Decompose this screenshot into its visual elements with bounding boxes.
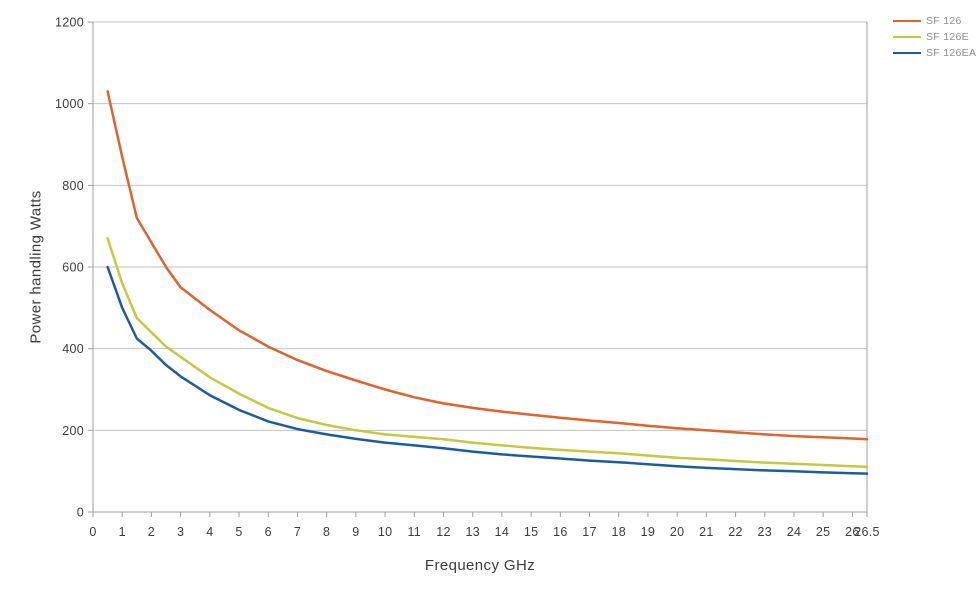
- y-tick-label: 200: [62, 424, 84, 438]
- series-line-sf-126e: [106, 237, 869, 468]
- series-line-sf-126: [106, 90, 869, 441]
- x-tick-label: 21: [699, 525, 714, 539]
- x-tick-label: 23: [758, 525, 773, 539]
- legend-line-swatch: [893, 19, 921, 23]
- x-tick-label: 1: [119, 525, 126, 539]
- x-tick-label: 20: [670, 525, 685, 539]
- y-tick-label: 400: [62, 342, 84, 356]
- y-tick-label: 600: [62, 261, 84, 275]
- legend-label: SF 126: [926, 15, 962, 27]
- legend-item-sf-126ea: SF 126EA: [893, 45, 979, 61]
- legend-line-swatch: [893, 51, 921, 55]
- x-tick-label: 3: [177, 525, 184, 539]
- x-tick-label: 15: [524, 525, 539, 539]
- x-tick-label: 26.5: [854, 525, 880, 539]
- x-tick-label: 6: [265, 525, 272, 539]
- x-axis-title: Frequency GHz: [424, 557, 536, 574]
- x-tick-label: 17: [582, 525, 597, 539]
- legend-label: SF 126EA: [926, 47, 977, 59]
- x-tick-label: 18: [611, 525, 626, 539]
- x-tick-label: 8: [323, 525, 330, 539]
- y-axis-title: Power handling Watts: [27, 190, 45, 344]
- x-tick-label: 5: [235, 525, 242, 539]
- y-tick-label: 0: [77, 506, 84, 520]
- y-tick-label: 1200: [55, 16, 84, 30]
- y-tick-label: 800: [62, 179, 84, 193]
- legend-item-sf-126: SF 126: [893, 13, 979, 29]
- x-tick-label: 9: [352, 525, 359, 539]
- x-tick-label: 24: [787, 525, 802, 539]
- x-tick-label: 14: [495, 525, 510, 539]
- x-tick-label: 12: [436, 525, 451, 539]
- legend-line-swatch: [893, 35, 921, 39]
- x-tick-label: 19: [641, 525, 656, 539]
- series-line-sf-126ea: [106, 265, 869, 475]
- x-tick-label: 11: [407, 525, 421, 539]
- x-tick-label: 4: [206, 525, 213, 539]
- x-tick-label: 25: [816, 525, 831, 539]
- y-tick-label: 1000: [55, 97, 84, 111]
- x-tick-label: 22: [728, 525, 743, 539]
- x-tick-label: 10: [378, 525, 393, 539]
- x-tick-label: 16: [553, 525, 568, 539]
- x-tick-label: 2: [148, 525, 155, 539]
- x-tick-label: 13: [465, 525, 480, 539]
- legend-item-sf-126e: SF 126E: [893, 29, 979, 45]
- legend: SF 126 SF 126E SF 126EA: [893, 13, 979, 61]
- x-tick-label: 26: [845, 525, 860, 539]
- x-tick-label: 0: [89, 525, 96, 539]
- legend-label: SF 126E: [926, 31, 969, 43]
- x-tick-label: 7: [294, 525, 301, 539]
